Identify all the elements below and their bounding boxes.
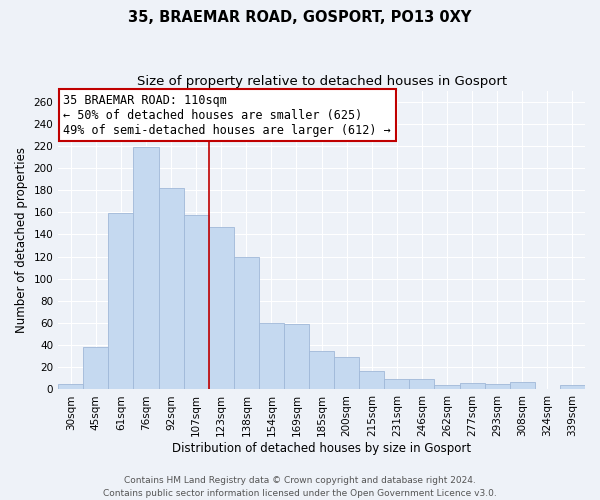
Bar xyxy=(284,324,309,390)
Bar xyxy=(460,383,485,390)
Bar xyxy=(334,358,359,390)
X-axis label: Distribution of detached houses by size in Gosport: Distribution of detached houses by size … xyxy=(172,442,471,455)
Bar xyxy=(109,214,133,390)
Bar xyxy=(409,380,434,390)
Bar xyxy=(259,323,284,390)
Bar xyxy=(133,147,158,390)
Text: Contains HM Land Registry data © Crown copyright and database right 2024.
Contai: Contains HM Land Registry data © Crown c… xyxy=(103,476,497,498)
Bar xyxy=(359,370,385,390)
Title: Size of property relative to detached houses in Gosport: Size of property relative to detached ho… xyxy=(137,75,506,88)
Bar xyxy=(385,380,409,390)
Bar xyxy=(434,385,460,390)
Bar xyxy=(184,214,209,390)
Bar xyxy=(485,384,510,390)
Text: 35, BRAEMAR ROAD, GOSPORT, PO13 0XY: 35, BRAEMAR ROAD, GOSPORT, PO13 0XY xyxy=(128,10,472,25)
Bar xyxy=(158,188,184,390)
Bar xyxy=(560,385,585,390)
Text: 35 BRAEMAR ROAD: 110sqm
← 50% of detached houses are smaller (625)
49% of semi-d: 35 BRAEMAR ROAD: 110sqm ← 50% of detache… xyxy=(64,94,391,136)
Bar xyxy=(58,384,83,390)
Bar xyxy=(309,350,334,390)
Bar xyxy=(510,382,535,390)
Bar xyxy=(209,226,234,390)
Y-axis label: Number of detached properties: Number of detached properties xyxy=(15,147,28,333)
Bar xyxy=(83,348,109,390)
Bar xyxy=(234,256,259,390)
